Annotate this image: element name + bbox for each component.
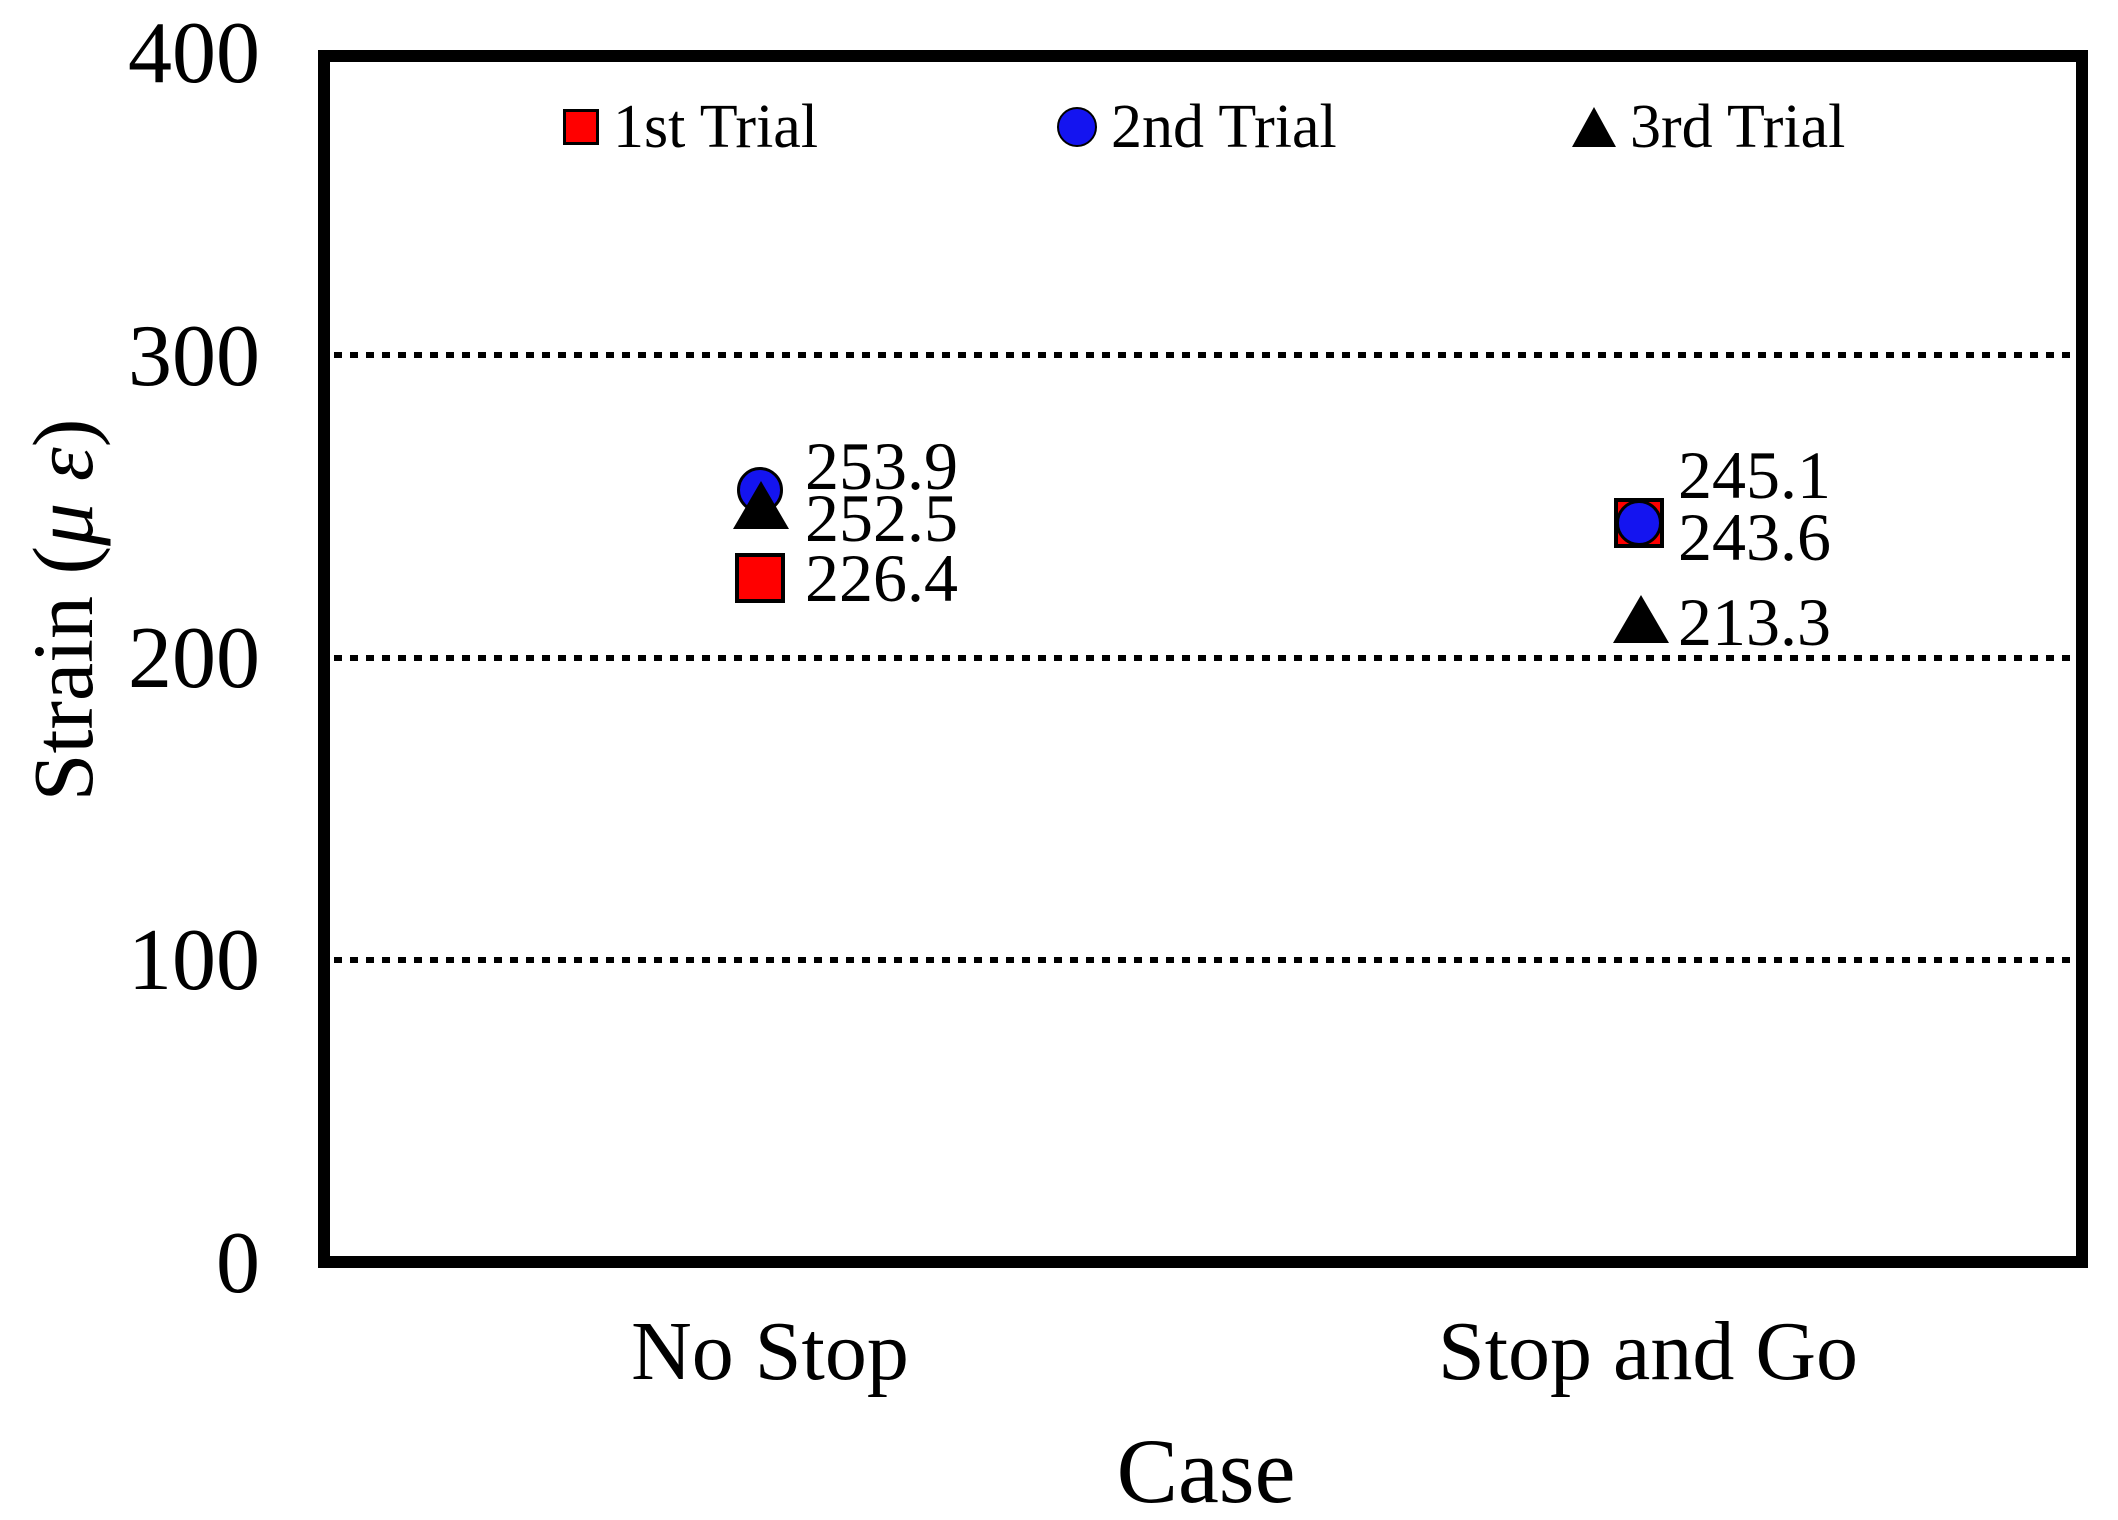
data-point-no-stop-1st-trial — [735, 553, 785, 603]
legend-label: 3rd Trial — [1630, 93, 1846, 161]
gridline-300 — [334, 352, 2076, 358]
gridline-200 — [334, 655, 2076, 661]
data-label: 252.5 — [805, 480, 958, 556]
x-tick-stop-and-go: Stop and Go — [1438, 1305, 1858, 1398]
legend-label: 1st Trial — [613, 93, 819, 161]
y-axis-title-prefix: Strain ( — [15, 545, 111, 802]
legend-item-2nd-trial: 2nd Trial — [1057, 96, 1337, 158]
data-label: 226.4 — [805, 540, 958, 616]
legend-label: 2nd Trial — [1111, 93, 1337, 161]
y-tick-100: 100 — [128, 912, 260, 1009]
x-axis-title: Case — [1116, 1420, 1296, 1520]
legend-item-3rd-trial: 3rd Trial — [1572, 96, 1845, 158]
y-tick-300: 300 — [128, 308, 260, 405]
gridline-100 — [334, 957, 2076, 963]
data-point-no-stop-3rd-trial — [733, 481, 789, 529]
red-square-icon — [563, 109, 599, 145]
y-tick-0: 0 — [216, 1215, 260, 1312]
blue-circle-icon — [1057, 107, 1097, 147]
x-tick-no-stop: No Stop — [631, 1305, 909, 1398]
data-label: 243.6 — [1678, 499, 1831, 575]
y-tick-200: 200 — [128, 610, 260, 707]
y-tick-400: 400 — [128, 5, 260, 102]
data-label: 253.9 — [805, 428, 958, 504]
data-label: 245.1 — [1678, 437, 1831, 513]
data-point-stop-and-go-3rd-trial — [1613, 595, 1669, 643]
data-point-stop-and-go-2nd-trial — [1616, 500, 1662, 546]
y-axis-title-greek: μ ε — [15, 447, 111, 546]
legend-item-1st-trial: 1st Trial — [563, 96, 818, 158]
y-axis-title-suffix: ) — [15, 418, 111, 448]
data-label: 213.3 — [1678, 584, 1831, 660]
black-triangle-icon — [1572, 107, 1616, 147]
y-axis-title: Strain (μ ε) — [15, 419, 111, 802]
